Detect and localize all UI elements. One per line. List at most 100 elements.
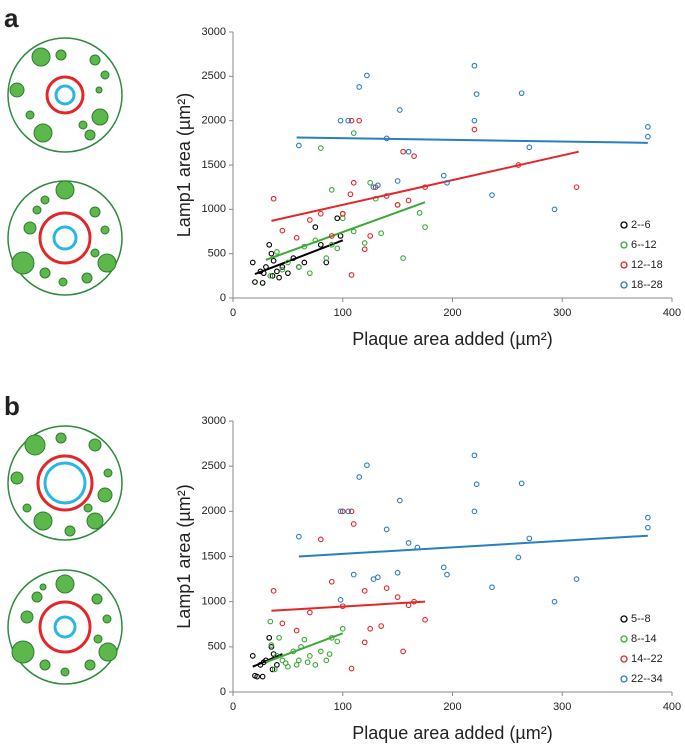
plaque [33,511,53,531]
point [306,270,313,277]
plaque [91,108,109,126]
plaque [84,659,96,671]
point [279,227,286,234]
point [551,206,558,213]
point [337,597,344,603]
point [518,480,525,487]
y-tick-label: 2000 [202,505,226,517]
point [339,625,346,632]
point [378,230,385,237]
y-axis-label: Lamp1 area (µm²) [174,484,194,628]
core-ring [54,84,76,106]
point [367,625,374,632]
plaque [24,434,46,456]
lamp1-ring [38,600,92,654]
point [306,609,313,616]
point [274,662,280,668]
trend-line [271,150,579,222]
point [350,130,357,136]
y-tick-label: 1000 [202,203,226,215]
point [279,620,286,627]
point [345,117,352,124]
y-tick-label: 0 [220,292,226,304]
point [317,145,324,152]
plaque [100,70,110,80]
point [276,274,282,281]
point [270,257,277,264]
y-tick-label: 500 [208,248,226,260]
legend-label: 2--6 [631,219,651,231]
plaque [11,640,35,664]
legend-marker [620,261,628,269]
plaque [10,471,24,485]
point [296,264,302,270]
point [551,598,558,605]
legend-marker [620,655,628,663]
x-tick-label: 400 [663,307,681,319]
cell-outline [7,425,123,541]
trend-line [254,239,344,275]
point [440,564,447,571]
point [270,587,277,594]
point [293,627,300,634]
point [356,117,363,124]
point [328,241,335,248]
y-tick-label: 2500 [202,460,226,472]
point [348,272,355,278]
point [471,126,478,133]
point [471,62,478,69]
point [334,638,341,645]
point [268,642,275,648]
legend-label: 12--18 [631,259,663,271]
core-ring [52,225,78,251]
point [473,481,480,488]
point [267,272,274,279]
plaque [58,277,68,287]
point [361,246,368,253]
point [645,124,651,130]
y-tick-label: 1500 [202,550,226,562]
point [645,133,651,140]
legend-marker [620,675,628,683]
x-tick-label: 0 [230,701,236,713]
point [350,179,357,186]
lamp1-ring [38,211,92,265]
point [422,616,428,623]
panel-label: b [4,391,20,421]
point [296,533,302,540]
point [259,280,266,286]
point [328,233,335,239]
plaque [20,610,34,624]
point [518,90,525,97]
plaque [25,110,35,120]
plaque [33,123,53,143]
legend-marker [620,221,628,229]
point [274,249,280,255]
plaque [55,49,67,61]
plaque [55,574,75,594]
point [337,508,344,515]
point [416,210,423,216]
point [259,673,266,680]
cell-outline [7,569,123,685]
point [274,268,280,275]
point [348,117,355,124]
plaque [91,593,103,605]
point [296,142,302,149]
y-tick-label: 2000 [202,115,226,127]
plaque [98,642,118,662]
point [471,117,478,124]
x-tick-label: 0 [230,307,236,319]
point [348,508,355,515]
point [361,587,368,594]
plaque [11,251,35,275]
plaque [83,503,93,513]
point [489,584,495,591]
plaque [90,248,100,258]
point [306,217,313,223]
plaque [88,438,102,452]
plaque [39,267,51,279]
plaque [81,272,93,284]
plaque [22,503,32,513]
legend-label: 14--22 [631,653,663,665]
